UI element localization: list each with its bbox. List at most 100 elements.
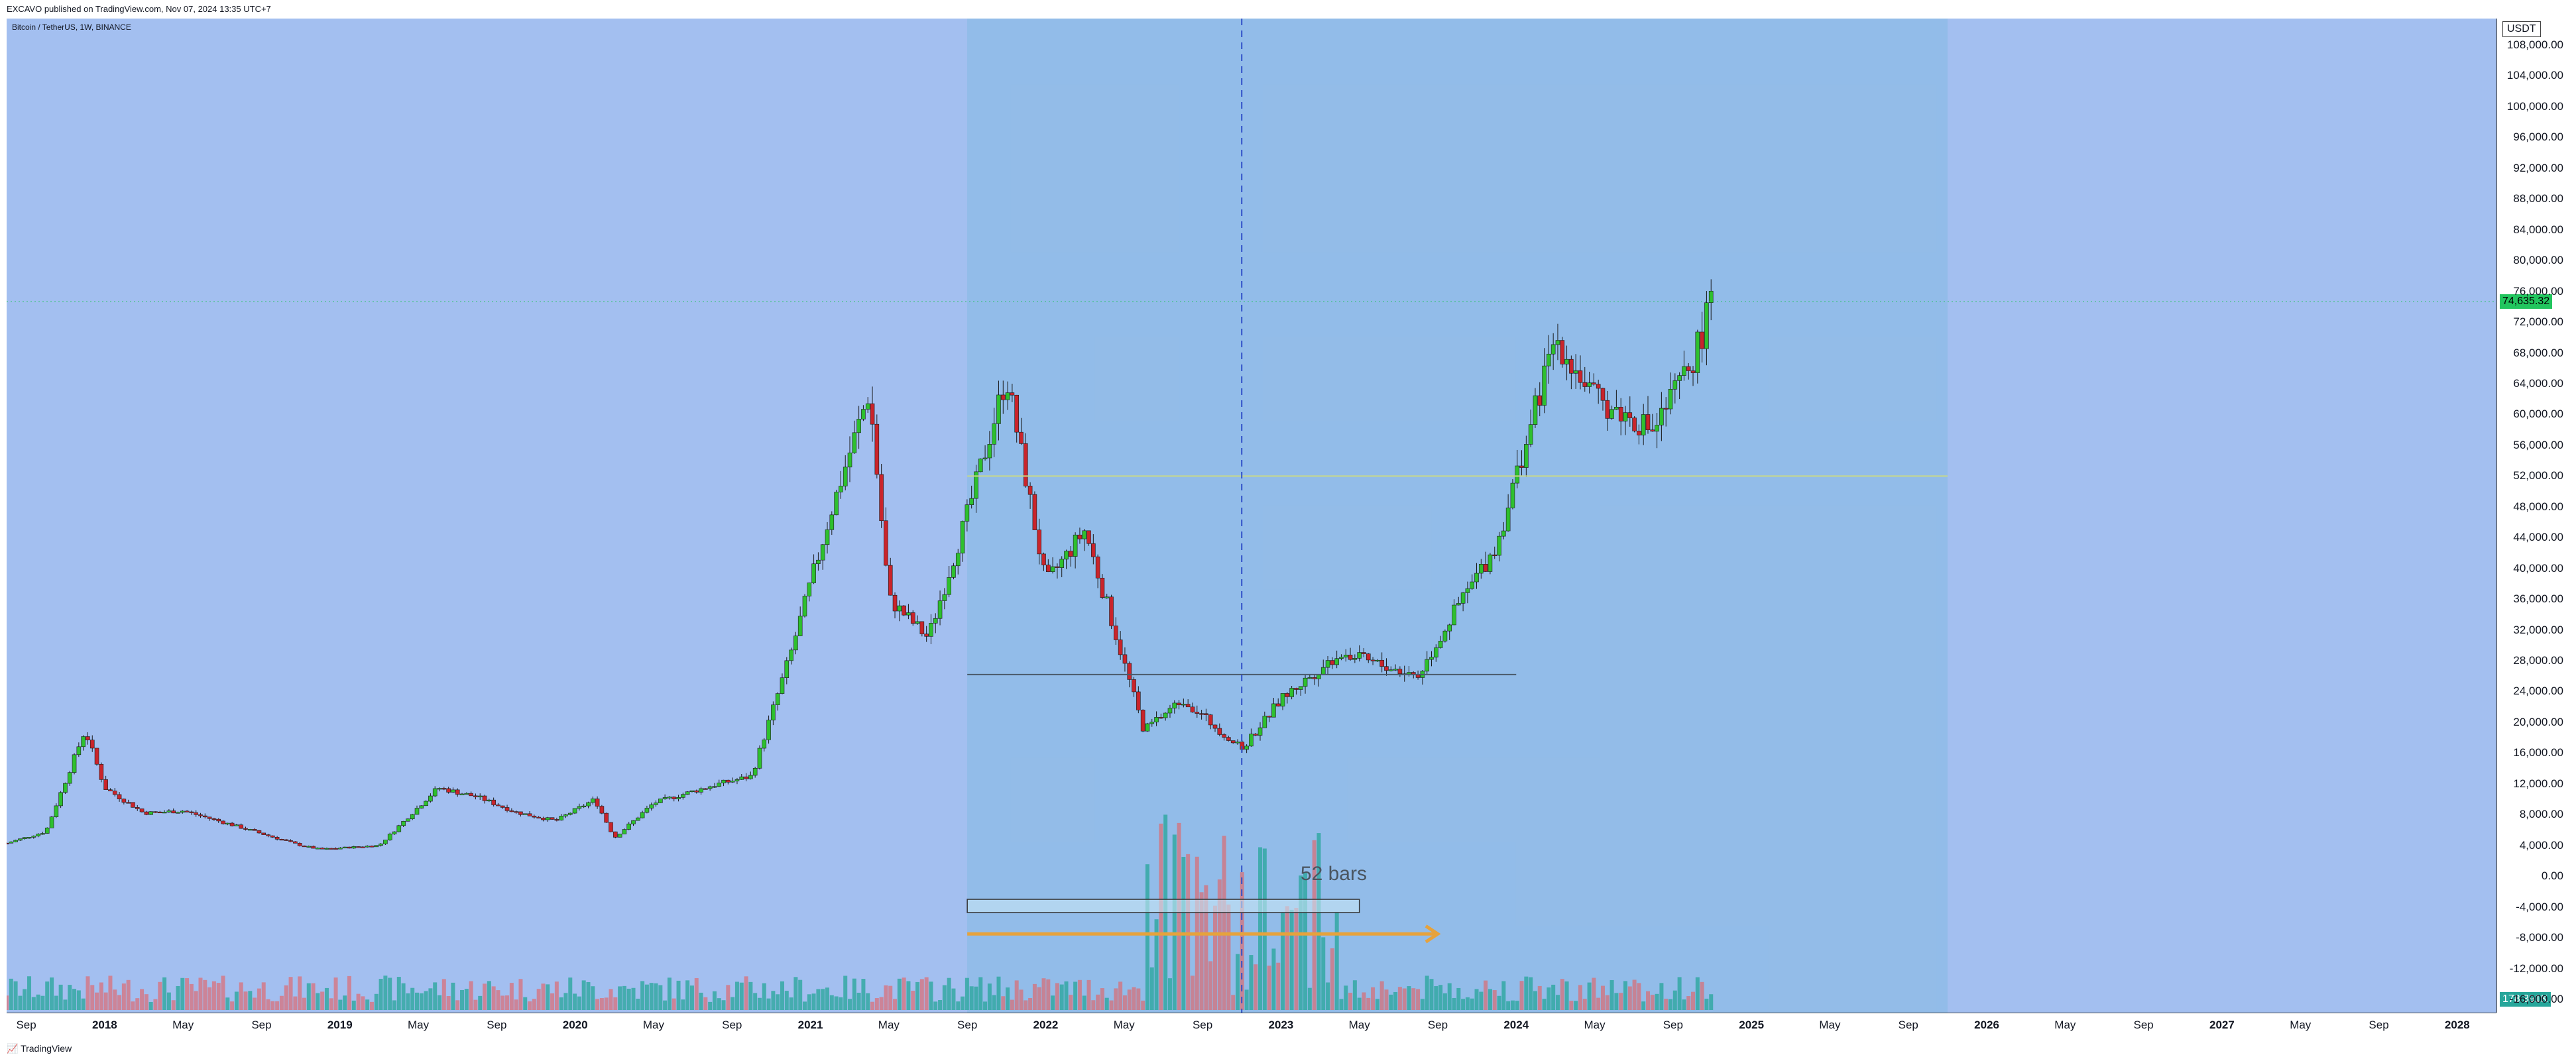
last-price-label: 74,635.32	[2500, 294, 2553, 309]
volume-bar	[1627, 986, 1632, 1010]
volume-bar	[438, 995, 442, 1010]
volume-bar	[689, 985, 694, 1010]
volume-bar	[266, 999, 270, 1010]
volume-bar	[108, 975, 113, 1010]
candle-up	[929, 623, 933, 637]
volume-bar	[1442, 993, 1447, 1010]
candle-up	[1456, 603, 1461, 606]
candle-up	[586, 802, 591, 807]
volume-bar	[1086, 979, 1091, 1010]
volume-bar	[131, 1001, 135, 1010]
volume-bar	[879, 997, 884, 1010]
volume-bar	[1208, 961, 1213, 1010]
candle-down	[1041, 553, 1046, 565]
publish-header: EXCAVO published on TradingView.com, Nov…	[7, 4, 271, 14]
candle-up	[681, 794, 685, 798]
volume-bar	[365, 999, 370, 1010]
candle-down	[239, 824, 244, 829]
price-axis[interactable]: USDT 74,635.32 178.391K 108,000.00 104,00…	[2496, 19, 2576, 1013]
highlight-range	[967, 19, 1948, 1013]
volume-bar	[888, 985, 893, 1010]
candle-up	[960, 521, 965, 554]
candle-up	[1320, 667, 1326, 675]
candle-up	[712, 786, 717, 788]
candle-down	[293, 841, 298, 844]
currency-selector[interactable]: USDT	[2502, 21, 2541, 37]
candle-up	[721, 779, 726, 783]
volume-bar	[1334, 911, 1339, 1010]
volume-bar	[897, 978, 902, 1010]
candle-up	[392, 831, 397, 834]
candle-down	[99, 763, 104, 780]
candle-up	[834, 492, 839, 516]
volume-bar	[568, 977, 573, 1010]
volume-bar	[1542, 999, 1547, 1010]
chart-area[interactable]: 52 bars Bitcoin / TetherUS, 1W, BINANCE	[7, 19, 2496, 1013]
candle-up	[752, 767, 758, 776]
volume-bar	[221, 975, 225, 1010]
time-axis[interactable]: Sep 2018 May Sep 2019 May Sep 2020 May Sep 2021 May…	[7, 1013, 2496, 1036]
candle-down	[595, 799, 600, 807]
candle-down	[284, 839, 289, 841]
candle-down	[1217, 728, 1222, 735]
volume-bar	[379, 979, 383, 1010]
volume-bar	[1226, 904, 1231, 1010]
volume-bar	[356, 993, 361, 1010]
volume-bar	[969, 986, 974, 1010]
price-chart[interactable]: 52 bars	[7, 19, 2496, 1013]
candle-down	[311, 846, 316, 849]
volume-bar	[1397, 987, 1402, 1010]
candle-up	[748, 775, 753, 779]
time-tick-label: Sep	[722, 1019, 742, 1031]
price-tick-label: 32,000.00	[2513, 623, 2563, 636]
candle-down	[1690, 370, 1696, 373]
volume-bar	[816, 989, 821, 1010]
candle-up	[1438, 641, 1443, 648]
volume-bar	[748, 981, 753, 1010]
candle-up	[148, 811, 153, 815]
volume-bar	[1425, 975, 1429, 1010]
candle-down	[541, 818, 546, 820]
candle-down	[288, 840, 293, 842]
candle-up	[1334, 658, 1339, 665]
candle-down	[482, 795, 487, 801]
volume-bar	[591, 986, 595, 1010]
volume-bar	[392, 1000, 396, 1010]
volume-bar	[1132, 987, 1136, 1010]
volume-bar	[361, 996, 365, 1010]
candle-up	[856, 419, 861, 433]
candle-down	[112, 791, 117, 795]
volume-bar	[23, 989, 27, 1010]
volume-bar	[1281, 913, 1285, 1010]
volume-bar	[13, 981, 18, 1010]
volume-bar	[951, 988, 956, 1010]
candle-up	[1682, 366, 1686, 376]
volume-bar	[176, 985, 180, 1010]
volume-bar	[1375, 999, 1379, 1010]
candle-up	[996, 394, 1001, 424]
candle-up	[699, 788, 703, 793]
volume-bar	[640, 981, 645, 1010]
volume-bar	[58, 984, 63, 1010]
candle-up	[1515, 465, 1520, 484]
volume-bar	[1592, 977, 1596, 1010]
volume-bar	[1484, 980, 1488, 1010]
candle-down	[1185, 704, 1191, 708]
time-tick-label: Sep	[16, 1019, 36, 1031]
candle-up	[1497, 535, 1501, 556]
volume-bar	[856, 993, 861, 1010]
candle-up	[658, 799, 663, 803]
price-tick-label: 80,000.00	[2513, 254, 2563, 267]
volume-bar	[1515, 1001, 1519, 1010]
candle-down	[1569, 359, 1574, 374]
candle-down	[504, 807, 510, 811]
volume-bar	[1411, 988, 1416, 1010]
volume-bar	[884, 985, 888, 1010]
candle-up	[784, 660, 790, 678]
price-tick-label: 96,000.00	[2513, 131, 2563, 144]
candle-down	[1645, 414, 1651, 430]
volume-bar	[99, 982, 103, 1010]
candle-up	[965, 504, 970, 522]
candle-down	[532, 815, 537, 818]
volume-bar	[194, 991, 198, 1010]
